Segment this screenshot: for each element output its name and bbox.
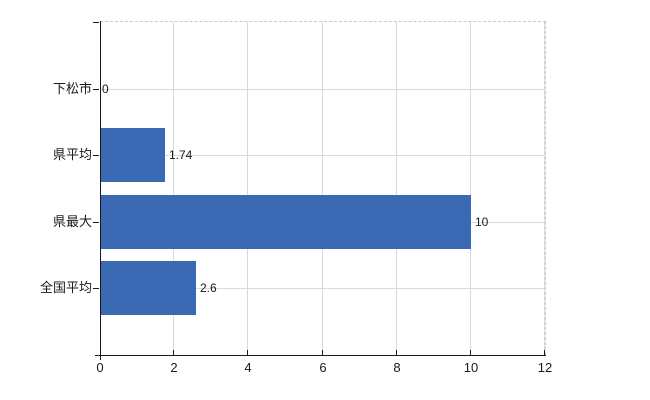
category-label-0: 下松市 [52,81,92,96]
gridline-x-12 [544,22,545,355]
y-axis-top-tick [93,22,99,23]
x-tick-label-4: 4 [244,360,252,375]
y-tick-mark-3 [93,288,99,289]
x-tick-label-10: 10 [463,360,479,375]
bar-value-label-1: 1.74 [169,148,193,162]
x-tick-mark-4 [247,350,248,355]
bar-2 [100,195,471,249]
gridline-x-10 [470,22,471,355]
plot-area: 0 1.74 10 2.6 [93,21,546,355]
x-tick-label-12: 12 [537,360,553,375]
bar-value-label-3: 2.6 [200,281,217,295]
category-label-3: 全国平均 [39,280,92,295]
x-tick-label-0: 0 [96,360,104,375]
bar-value-label-2: 10 [475,215,489,229]
y-axis [100,21,101,360]
x-tick-mark-10 [470,350,471,355]
x-tick-mark-8 [396,350,397,355]
bar-1 [100,128,165,182]
bar-value-label-0: 0 [102,82,109,96]
x-tick-label-6: 6 [319,360,327,375]
x-axis [95,355,546,356]
gridline-y-0 [100,89,545,90]
y-tick-mark-1 [93,155,99,156]
gridline-y-3 [100,288,545,289]
category-label-1: 県平均 [52,147,92,162]
gridline-x-4 [247,22,248,355]
x-tick-mark-2 [173,350,174,355]
gridline-y-1 [100,155,545,156]
y-tick-mark-2 [93,222,99,223]
category-label-2: 県最大 [52,214,92,229]
gridline-x-2 [173,22,174,355]
x-tick-label-2: 2 [170,360,178,375]
x-tick-label-8: 8 [393,360,401,375]
gridline-x-8 [396,22,397,355]
y-tick-mark-0 [93,89,99,90]
x-tick-mark-12 [544,350,545,355]
gridline-x-6 [322,22,323,355]
bar-3 [100,261,196,315]
x-tick-mark-6 [322,350,323,355]
